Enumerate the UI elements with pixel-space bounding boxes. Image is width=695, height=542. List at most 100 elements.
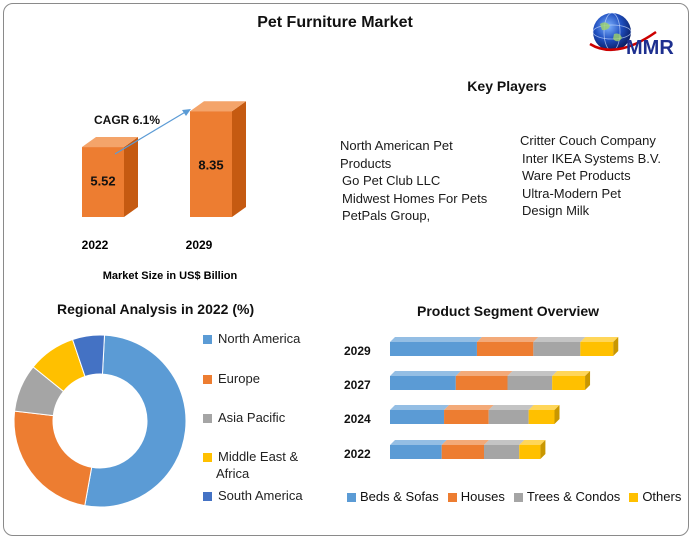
slice-europe: [13, 410, 93, 507]
key-player: Midwest Homes For Pets: [342, 190, 488, 206]
product-segment-chart: 2029 2027 2024 2022: [344, 337, 619, 461]
tick-label-2029: 2029: [344, 344, 371, 358]
key-player: PetPals Group,: [342, 208, 431, 223]
bar-2027-trees-condos: [507, 376, 553, 390]
market-size-chart: 5.52 8.35 CAGR 6.1% 2022 2029 Market Size…: [82, 101, 246, 282]
legend-label: Middle East &: [218, 449, 299, 464]
data-label-2022: 5.52: [90, 174, 115, 189]
bar-2024-beds-sofas: [390, 410, 445, 424]
bar-2022-trees-condos: [484, 445, 520, 459]
bar-end-2029: [613, 337, 619, 356]
mmr-logo: MMR: [589, 12, 674, 59]
bar-top-2027-2: [507, 371, 558, 376]
key-player: Ware Pet Products: [522, 168, 631, 183]
key-player: North American Pet: [340, 138, 453, 153]
slice-north-america: [84, 334, 187, 508]
legend-swatch: [347, 493, 356, 503]
bar-2024-others: [528, 410, 555, 424]
bar-2027-beds-sofas: [390, 376, 456, 390]
bar-2029-beds-sofas: [390, 342, 477, 356]
bar-2024-houses: [444, 410, 489, 424]
bar-2029-trees-condos: [533, 342, 581, 356]
slice-south-america: [71, 334, 106, 378]
bar-top-2029: [190, 101, 246, 112]
bar-top-2022-2: [484, 440, 525, 445]
bar-end-2027: [585, 371, 591, 390]
bar-top-2029-1: [476, 337, 539, 342]
x-axis-label: Market Size in US$ Billion: [103, 270, 238, 282]
bar-top-2022-1: [441, 440, 489, 445]
bar-top-2029-2: [533, 337, 586, 342]
legend-swatch: [629, 493, 639, 503]
legend-item: Europe: [203, 370, 260, 387]
bar-2022-beds-sofas: [390, 445, 442, 459]
key-player: Go Pet Club LLC: [342, 173, 441, 188]
legend-swatch: [203, 375, 212, 385]
logo-text: MMR: [626, 37, 674, 59]
cagr-annotation: CAGR 6.1%: [94, 113, 160, 127]
legend-label: Europe: [218, 371, 260, 386]
bar-top-2029-3: [580, 337, 619, 342]
infographic-frame: [3, 3, 689, 536]
bar-top-2022-0: [390, 440, 447, 445]
bar-side-2022: [124, 137, 138, 217]
regional-analysis-title: Regional Analysis in 2022 (%): [57, 301, 255, 317]
bar-2022: [82, 147, 124, 217]
tick-label-2022: 2022: [344, 447, 371, 461]
legend-label: South America: [218, 488, 303, 503]
legend-label: Asia Pacific: [218, 410, 286, 425]
product-segment-title: Product Segment Overview: [417, 303, 600, 319]
bar-top-2029-0: [390, 337, 482, 342]
bar-top-2024-3: [528, 405, 560, 410]
legend-label: Others: [642, 489, 682, 504]
key-player: Inter IKEA Systems B.V.: [522, 150, 661, 166]
key-players-list-right: Critter Couch Company Inter IKEA Systems…: [520, 132, 661, 220]
legend-label: Beds & Sofas: [360, 489, 439, 504]
bar-2027-houses: [455, 376, 508, 390]
tick-label-2027: 2027: [344, 378, 371, 392]
bar-2029-houses: [476, 342, 534, 356]
legend-item: Others: [629, 489, 681, 504]
bar-top-2024-1: [444, 405, 494, 410]
tick-label-2024: 2024: [344, 412, 371, 426]
legend-item: South America: [203, 487, 303, 504]
legend-item: Asia Pacific: [203, 409, 285, 426]
key-player: Ultra-Modern Pet: [522, 185, 621, 201]
legend-swatch: [203, 414, 212, 424]
legend-item: North America: [203, 330, 300, 347]
key-player: Critter Couch Company: [520, 133, 656, 148]
legend-swatch: [203, 335, 212, 345]
tick-label-2029: 2029: [186, 238, 213, 252]
bar-top-2027-3: [552, 371, 591, 376]
legend-swatch: [513, 493, 523, 503]
legend-swatch: [203, 453, 212, 463]
legend-item: Trees & Condos: [513, 489, 620, 504]
key-players-title: Key Players: [467, 78, 547, 94]
legend-label: Houses: [460, 489, 505, 504]
cagr-arrowhead: [182, 109, 191, 116]
bar-2029: [190, 111, 232, 217]
legend-item: Houses: [447, 489, 505, 504]
product-segment-legend: Beds & Sofas Houses Trees & Condos Others: [347, 489, 690, 504]
data-label-2029: 8.35: [198, 157, 223, 172]
tick-label-2022: 2022: [82, 238, 109, 252]
bar-2027-others: [552, 376, 586, 390]
bar-top-2027-1: [455, 371, 513, 376]
bar-top-2024-2: [488, 405, 534, 410]
bar-top-2022: [82, 137, 138, 148]
regional-donut-chart: [13, 334, 187, 508]
legend-item: Middle East & Africa: [203, 448, 298, 482]
key-player: Products: [340, 155, 392, 171]
key-player: Design Milk: [522, 203, 590, 218]
bar-end-2022: [540, 440, 546, 459]
bar-2022-others: [519, 445, 541, 459]
bar-top-2024-0: [390, 405, 450, 410]
bar-2024-trees-condos: [488, 410, 529, 424]
page-title: Pet Furniture Market: [257, 14, 413, 31]
bar-end-2024: [554, 405, 560, 424]
bar-top-2022-3: [519, 440, 546, 445]
bar-2029-others: [580, 342, 614, 356]
legend-label: North America: [218, 331, 301, 346]
legend-swatch: [203, 492, 212, 502]
legend-label: Africa: [216, 466, 250, 481]
